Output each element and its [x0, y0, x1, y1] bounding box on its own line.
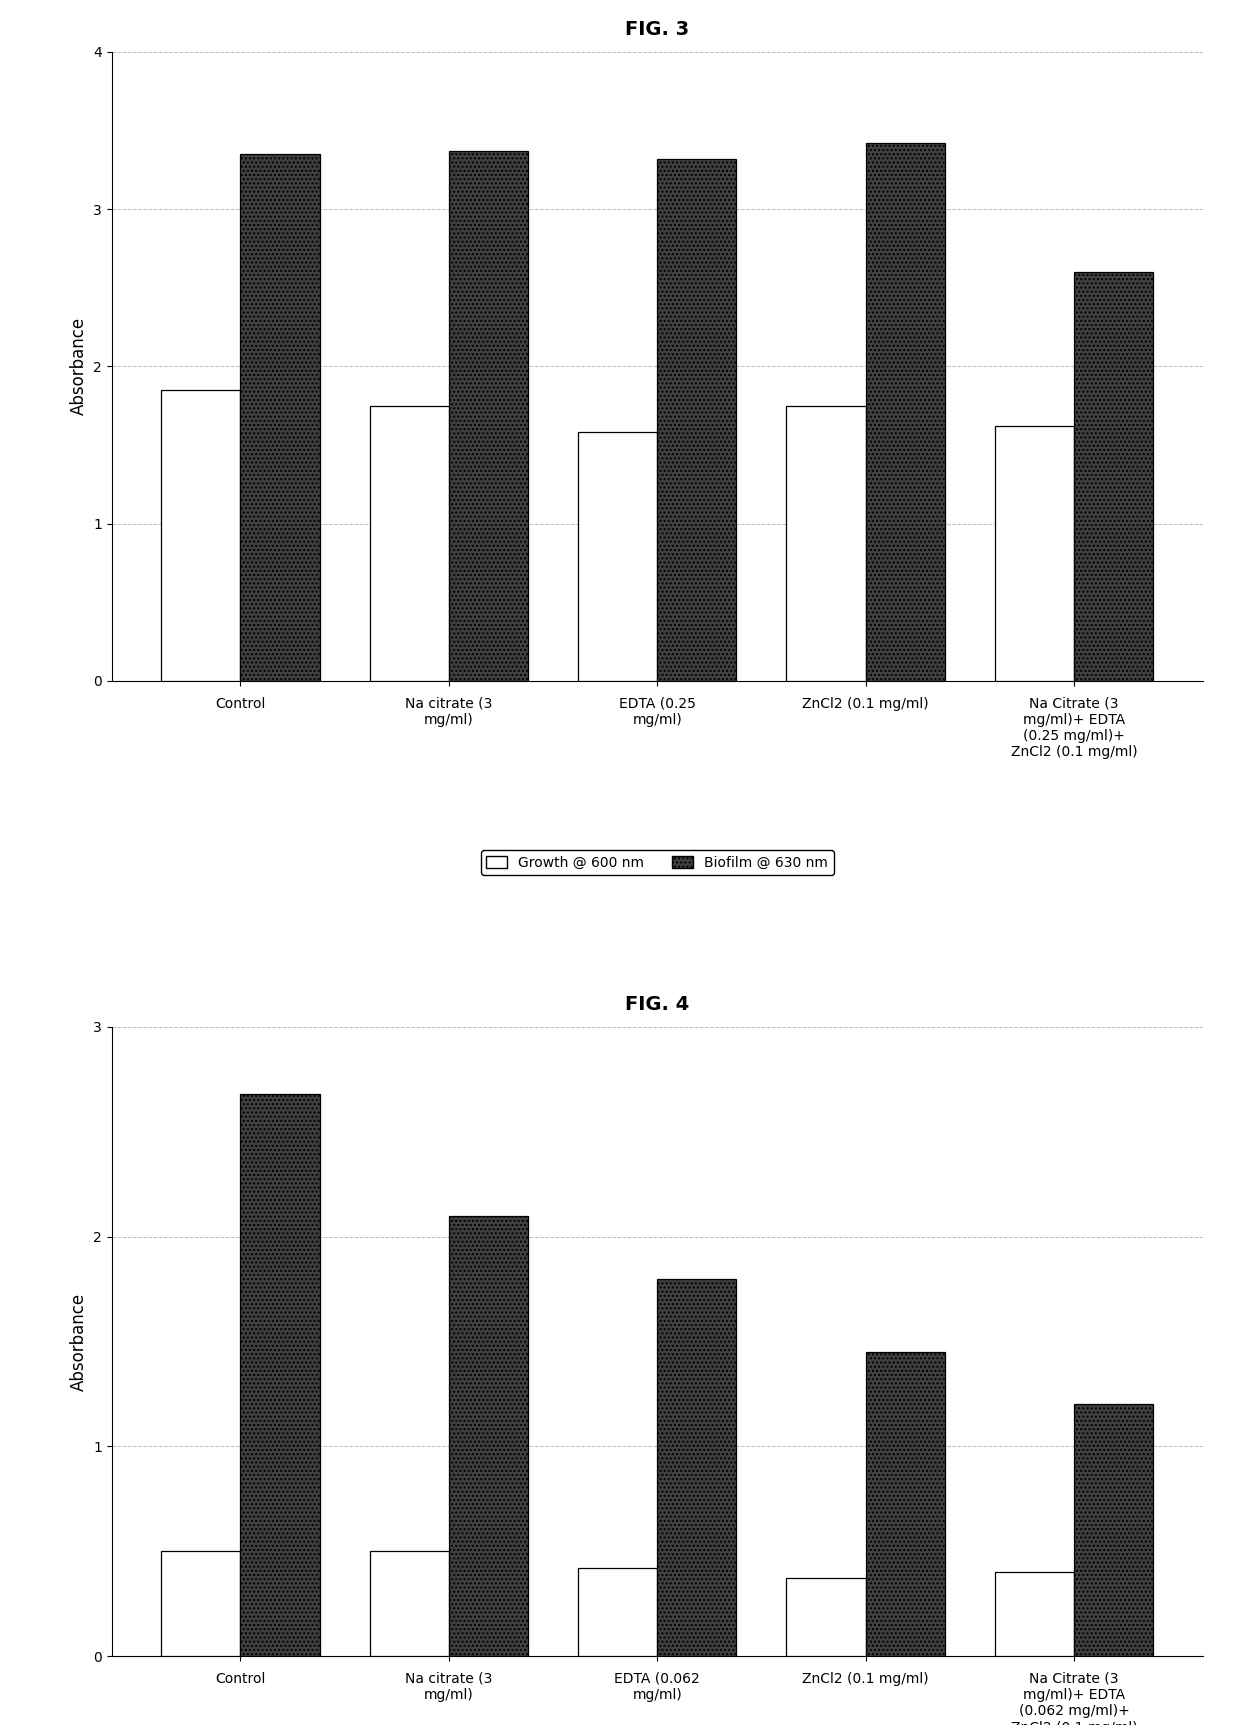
Bar	[866, 1352, 945, 1656]
Bar	[786, 405, 866, 681]
Bar	[449, 150, 528, 681]
Bar	[786, 1578, 866, 1656]
Bar	[370, 1551, 449, 1656]
Legend: Growth @ 600 nm, Biofilm @ 630 nm: Growth @ 600 nm, Biofilm @ 630 nm	[481, 850, 833, 875]
Bar	[449, 1216, 528, 1656]
Bar	[578, 1568, 657, 1656]
Bar	[994, 1571, 1074, 1656]
Bar	[1074, 1404, 1153, 1656]
Bar	[578, 433, 657, 681]
Bar	[657, 159, 737, 681]
Title: FIG. 4: FIG. 4	[625, 995, 689, 1014]
Y-axis label: Absorbance: Absorbance	[69, 317, 88, 416]
Bar	[370, 405, 449, 681]
Bar	[994, 426, 1074, 681]
Title: FIG. 3: FIG. 3	[625, 21, 689, 40]
Bar	[241, 1094, 320, 1656]
Y-axis label: Absorbance: Absorbance	[69, 1292, 88, 1390]
Bar	[866, 143, 945, 681]
Bar	[161, 1551, 241, 1656]
Bar	[657, 1278, 737, 1656]
Bar	[1074, 273, 1153, 681]
Bar	[241, 154, 320, 681]
Bar	[161, 390, 241, 681]
